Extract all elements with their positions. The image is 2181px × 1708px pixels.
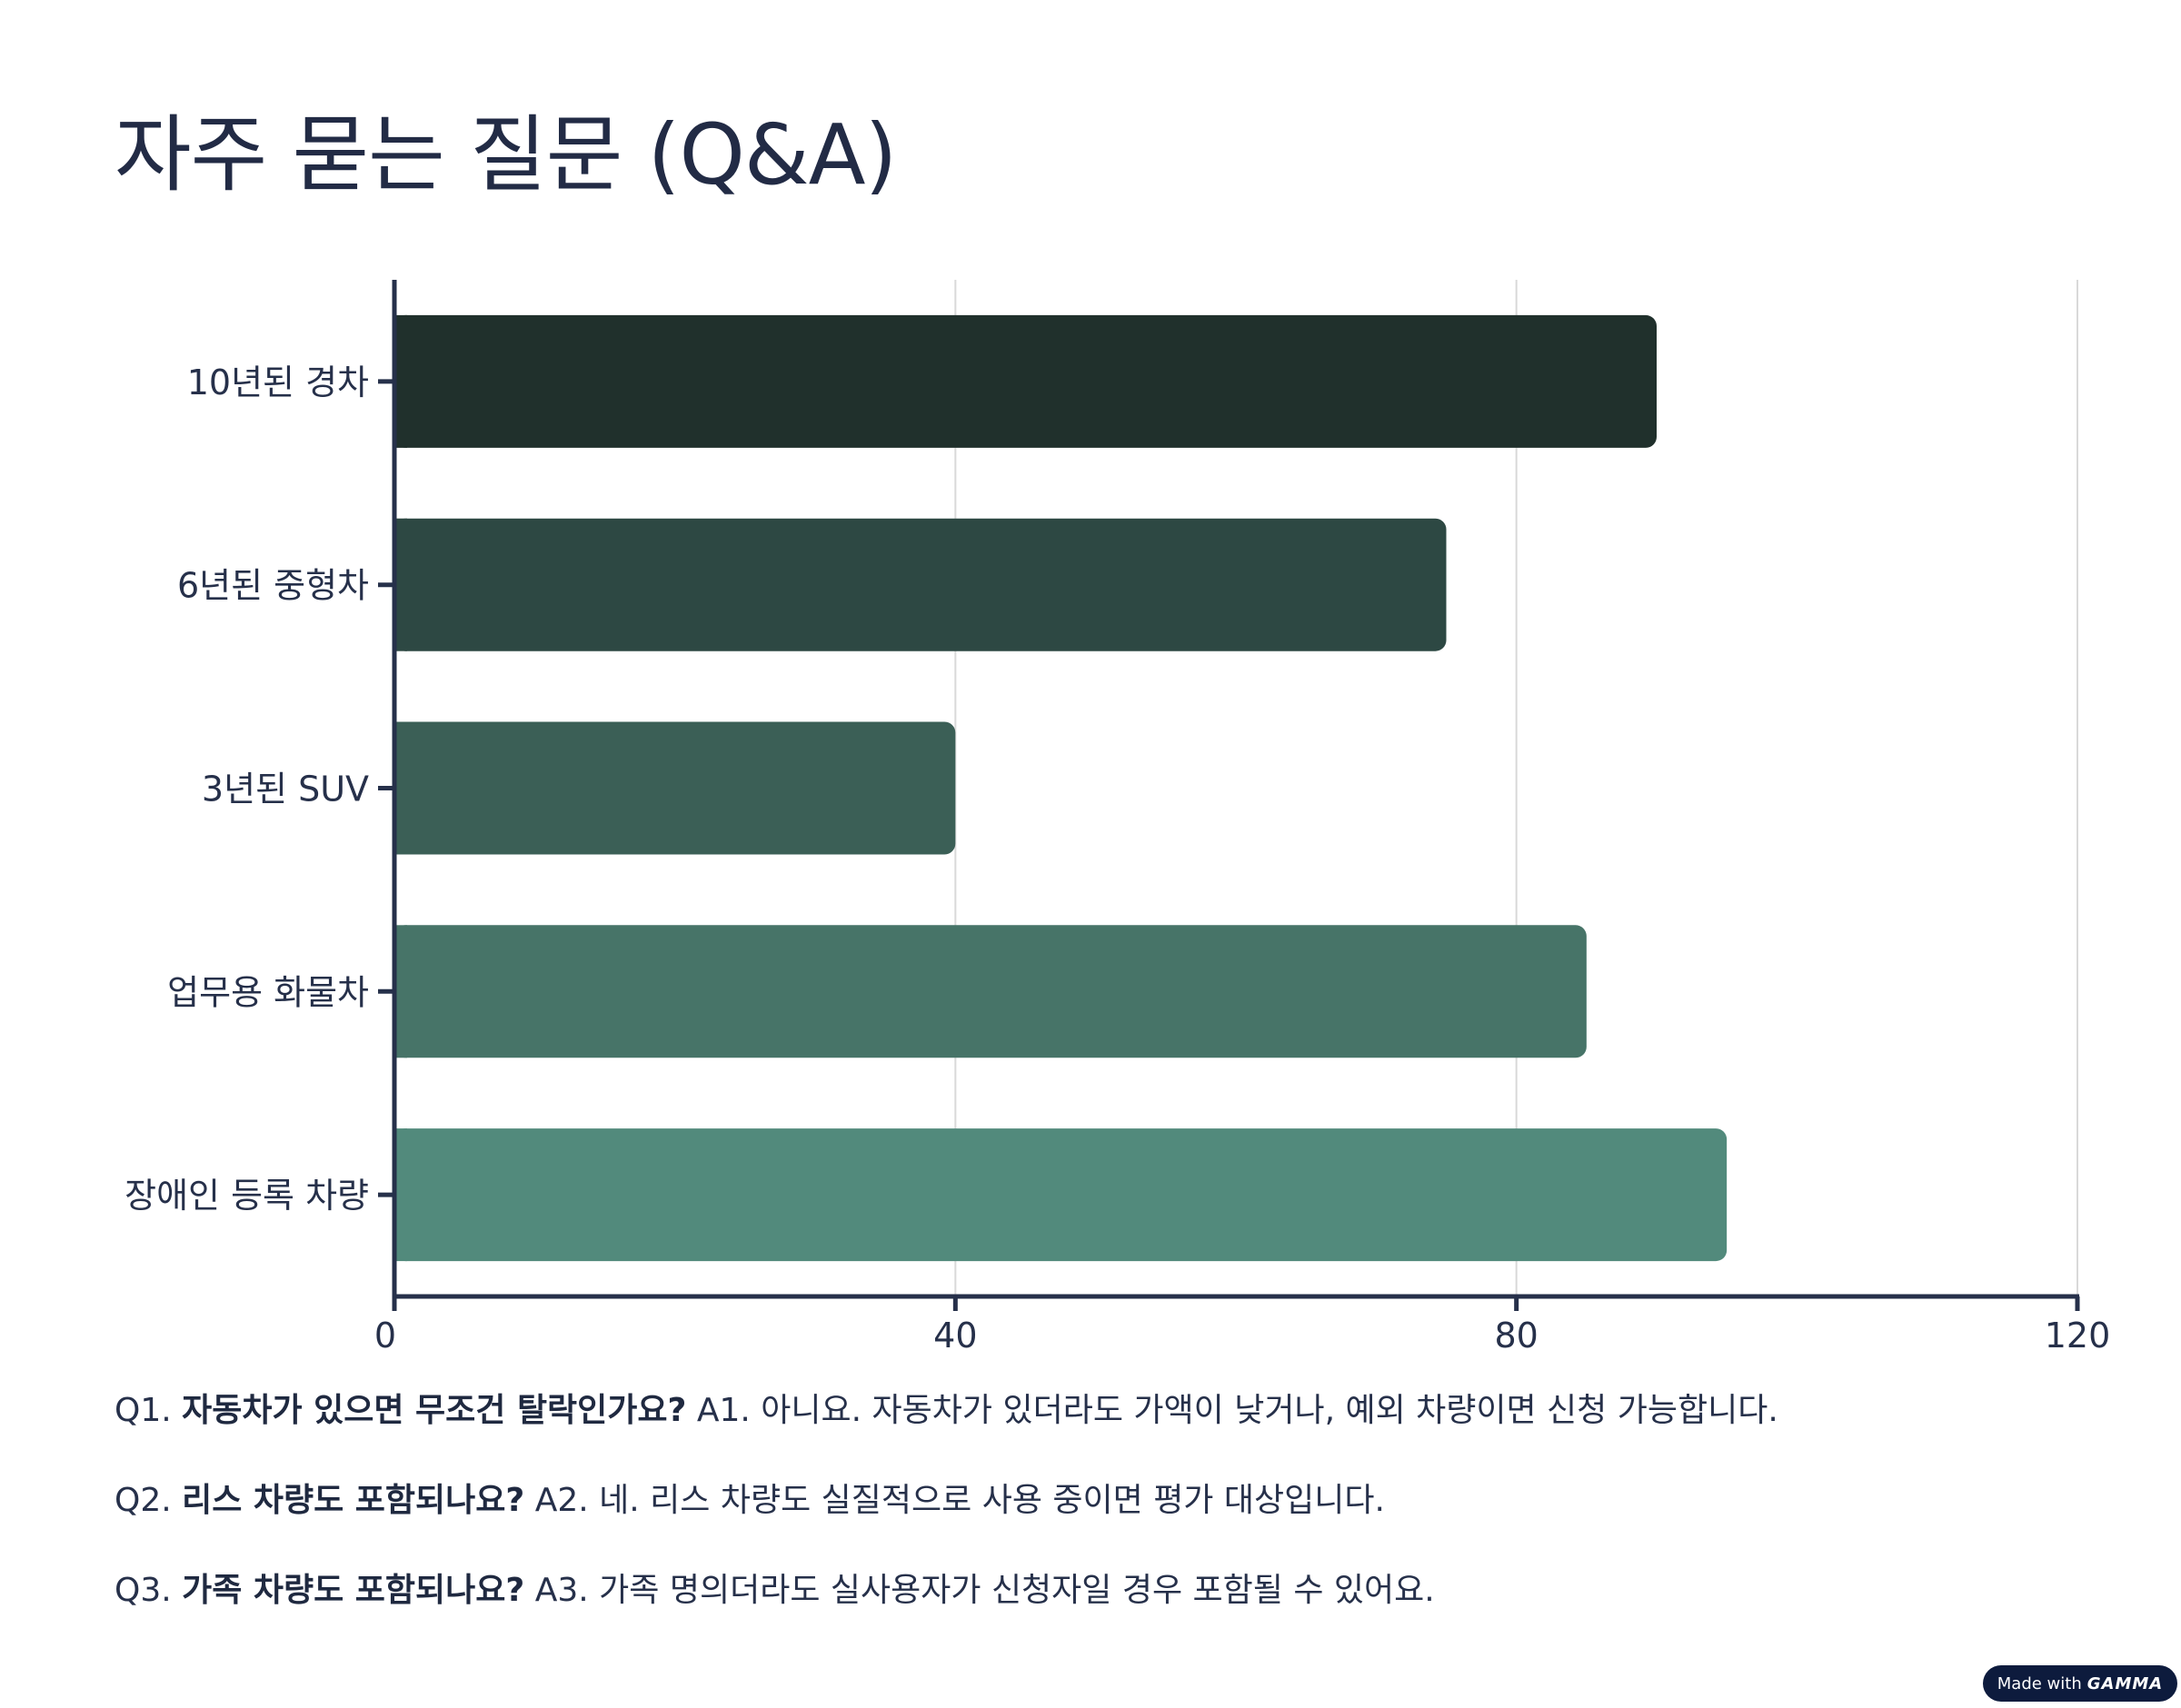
y-tick-label: 3년된 SUV bbox=[202, 770, 369, 809]
made-with-gamma-badge[interactable]: Made with GAMMA bbox=[1983, 1665, 2177, 1702]
bar bbox=[394, 925, 1587, 1058]
qa-number: Q2. bbox=[115, 1482, 172, 1519]
qa-question: 가족 차량도 포함되나요? bbox=[182, 1572, 525, 1609]
qa-answer: A1. 아니요. 자동차가 있더라도 가액이 낮거나, 예외 차량이면 신청 가… bbox=[696, 1392, 1778, 1429]
qa-question: 자동차가 있으면 무조건 탈락인가요? bbox=[182, 1392, 687, 1429]
chart-axes bbox=[378, 280, 2080, 1311]
gamma-logo: GAMMA bbox=[2086, 1673, 2164, 1693]
bar-edge bbox=[394, 1128, 407, 1262]
bar-edge bbox=[394, 518, 407, 651]
qa-item: Q1. 자동차가 있으면 무조건 탈락인가요? A1. 아니요. 자동차가 있더… bbox=[115, 1388, 2114, 1434]
bar bbox=[394, 1128, 1728, 1262]
bar bbox=[394, 314, 1657, 448]
chart-grid bbox=[954, 280, 2078, 1296]
bar bbox=[394, 721, 956, 855]
y-tick-label: 6년된 중형차 bbox=[177, 566, 369, 606]
x-tick-label: 80 bbox=[1494, 1316, 1538, 1355]
qa-answer: A3. 가족 명의더라도 실사용자가 신청자일 경우 포함될 수 있어요. bbox=[534, 1572, 1435, 1609]
page-title: 자주 묻는 질문 (Q&A) bbox=[115, 106, 897, 204]
bar-edge bbox=[394, 925, 407, 1058]
qa-question: 리스 차량도 포함되나요? bbox=[182, 1482, 525, 1519]
qa-list: Q1. 자동차가 있으면 무조건 탈락인가요? A1. 아니요. 자동차가 있더… bbox=[115, 1388, 2114, 1658]
badge-prefix: Made with bbox=[1997, 1673, 2082, 1693]
bar-edge bbox=[394, 721, 407, 855]
y-tick-label: 장애인 등록 차량 bbox=[124, 1176, 369, 1216]
bar bbox=[394, 518, 1447, 651]
qa-number: Q1. bbox=[115, 1392, 172, 1429]
bar-edge bbox=[394, 314, 407, 448]
qa-item: Q2. 리스 차량도 포함되나요? A2. 네. 리스 차량도 실질적으로 사용… bbox=[115, 1478, 2114, 1524]
x-tick-label: 120 bbox=[2045, 1316, 2111, 1355]
qa-answer: A2. 네. 리스 차량도 실질적으로 사용 중이면 평가 대상입니다. bbox=[534, 1482, 1385, 1519]
x-tick-label: 0 bbox=[374, 1316, 396, 1355]
qa-number: Q3. bbox=[115, 1572, 172, 1609]
qa-item: Q3. 가족 차량도 포함되나요? A3. 가족 명의더라도 실사용자가 신청자… bbox=[115, 1568, 2114, 1614]
x-tick-label: 40 bbox=[933, 1316, 977, 1355]
chart-bars bbox=[394, 314, 1728, 1262]
y-tick-label: 업무용 화물차 bbox=[167, 972, 369, 1012]
y-tick-label: 10년된 경차 bbox=[187, 362, 369, 402]
